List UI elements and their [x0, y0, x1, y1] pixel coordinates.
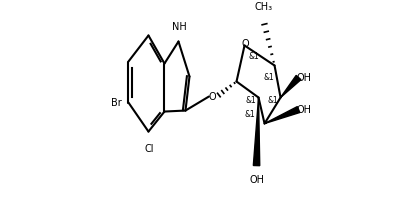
Text: &1: &1 [245, 96, 256, 105]
Polygon shape [281, 75, 301, 98]
Text: CH₃: CH₃ [254, 2, 272, 12]
Text: &1: &1 [263, 73, 274, 82]
Text: &1: &1 [244, 110, 255, 120]
Text: O: O [242, 40, 249, 50]
Polygon shape [265, 106, 300, 124]
Text: NH: NH [172, 22, 187, 32]
Text: Br: Br [111, 98, 121, 108]
Text: &1: &1 [248, 52, 259, 61]
Text: OH: OH [297, 72, 312, 82]
Text: Cl: Cl [145, 144, 154, 154]
Text: &1: &1 [267, 96, 278, 105]
Text: O: O [209, 92, 216, 102]
Text: OH: OH [249, 175, 264, 185]
Text: OH: OH [297, 104, 312, 114]
Polygon shape [253, 98, 260, 166]
